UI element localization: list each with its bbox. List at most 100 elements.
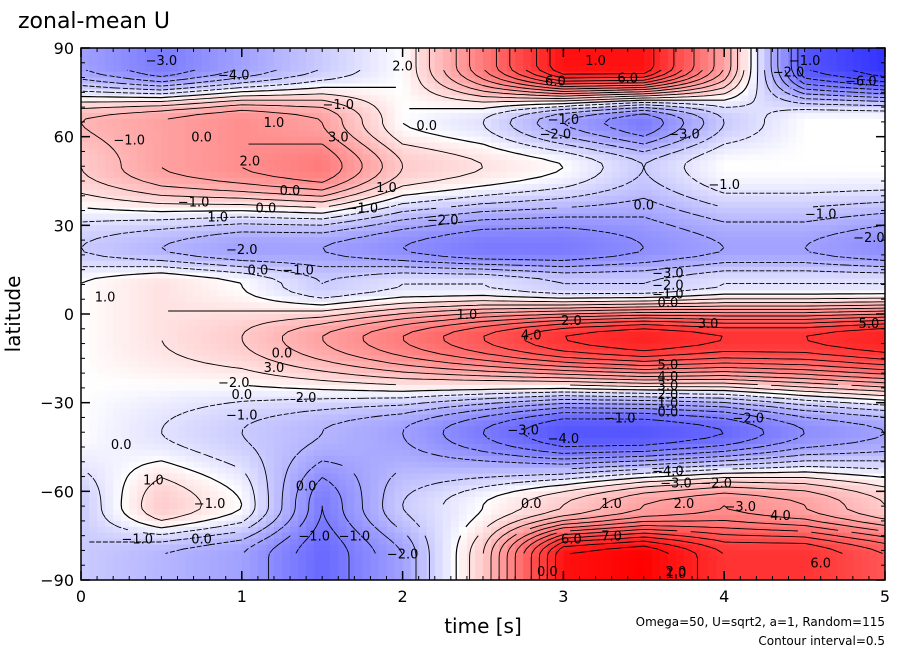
heatmap-cell xyxy=(515,101,524,108)
heatmap-cell xyxy=(185,254,195,262)
heatmap-cell xyxy=(748,130,757,138)
heatmap-cell xyxy=(724,195,733,203)
heatmap-cell xyxy=(161,201,171,209)
heatmap-cell xyxy=(531,266,540,274)
heatmap-cell xyxy=(796,237,806,244)
heatmap-cell xyxy=(796,136,806,144)
heatmap-cell xyxy=(523,77,532,85)
heatmap-cell xyxy=(700,201,709,209)
heatmap-cell xyxy=(523,160,532,167)
heatmap-cell xyxy=(836,118,846,126)
heatmap-cell xyxy=(860,77,870,85)
heatmap-cell xyxy=(716,254,725,262)
heatmap-cell xyxy=(346,59,355,67)
heatmap-cell xyxy=(555,148,564,155)
heatmap-cell xyxy=(273,219,283,226)
heatmap-cell xyxy=(836,189,846,197)
heatmap-cell xyxy=(362,172,372,179)
heatmap-cell xyxy=(282,130,291,138)
heatmap-cell xyxy=(499,59,508,67)
heatmap-cell xyxy=(298,195,307,203)
heatmap-cell xyxy=(458,314,468,321)
heatmap-cell xyxy=(491,325,500,333)
heatmap-cell xyxy=(298,107,307,114)
heatmap-cell xyxy=(876,243,885,250)
heatmap-cell xyxy=(338,48,347,55)
heatmap-field xyxy=(81,48,885,580)
heatmap-cell xyxy=(193,189,203,197)
heatmap-cell xyxy=(370,71,380,79)
heatmap-cell xyxy=(700,302,709,309)
heatmap-cell xyxy=(257,183,267,191)
heatmap-cell xyxy=(129,314,138,321)
heatmap-cell xyxy=(105,124,114,132)
heatmap-cell xyxy=(442,237,452,244)
heatmap-cell xyxy=(466,83,476,90)
heatmap-cell xyxy=(860,272,870,280)
heatmap-cell xyxy=(137,260,146,268)
heatmap-cell xyxy=(507,195,516,203)
heatmap-cell xyxy=(820,325,830,333)
heatmap-cell xyxy=(298,213,307,221)
heatmap-cell xyxy=(474,237,484,244)
heatmap-cell xyxy=(828,172,838,179)
heatmap-cell xyxy=(732,231,741,238)
heatmap-cell xyxy=(201,118,211,126)
heatmap-cell xyxy=(852,101,862,108)
heatmap-cell xyxy=(129,118,138,126)
heatmap-cell xyxy=(724,272,733,280)
heatmap-cell xyxy=(491,213,500,221)
heatmap-cell xyxy=(466,260,476,268)
heatmap-cell xyxy=(362,248,372,256)
heatmap-cell xyxy=(716,325,725,333)
heatmap-cell xyxy=(105,195,114,203)
heatmap-cell xyxy=(426,219,436,226)
heatmap-cell xyxy=(217,260,227,268)
heatmap-cell xyxy=(402,331,412,339)
heatmap-cell xyxy=(161,113,171,120)
heatmap-cell xyxy=(298,207,307,215)
heatmap-cell xyxy=(579,325,589,333)
heatmap-cell xyxy=(97,213,106,221)
heatmap-cell xyxy=(579,113,589,120)
heatmap-cell xyxy=(314,118,323,126)
heatmap-cell xyxy=(491,272,500,280)
heatmap-cell xyxy=(523,124,532,132)
heatmap-cell xyxy=(611,266,621,274)
heatmap-cell xyxy=(820,83,830,90)
heatmap-cell xyxy=(659,278,669,286)
heatmap-cell xyxy=(442,142,452,150)
heatmap-cell xyxy=(627,337,637,345)
heatmap-cell xyxy=(458,124,468,132)
heatmap-cell xyxy=(555,113,564,120)
heatmap-cell xyxy=(322,195,331,203)
heatmap-cell xyxy=(507,160,516,167)
heatmap-cell xyxy=(611,302,621,309)
heatmap-cell xyxy=(209,278,219,286)
heatmap-cell xyxy=(394,219,404,226)
heatmap-cell xyxy=(667,266,677,274)
heatmap-cell xyxy=(788,284,798,291)
heatmap-cell xyxy=(780,296,790,303)
heatmap-cell xyxy=(290,118,299,126)
heatmap-cell xyxy=(587,148,597,155)
heatmap-cell xyxy=(531,272,540,280)
heatmap-cell xyxy=(265,95,275,102)
heatmap-cell xyxy=(338,178,347,185)
heatmap-cell xyxy=(458,160,468,167)
heatmap-cell xyxy=(450,314,460,321)
heatmap-cell xyxy=(338,260,347,268)
heatmap-cell xyxy=(153,248,162,256)
heatmap-cell xyxy=(836,71,846,79)
heatmap-cell xyxy=(692,118,701,126)
heatmap-cell xyxy=(249,219,259,226)
heatmap-cell xyxy=(692,148,701,155)
heatmap-cell xyxy=(201,278,211,286)
heatmap-cell xyxy=(515,142,524,150)
heatmap-cell xyxy=(113,278,122,286)
heatmap-cell xyxy=(442,95,452,102)
heatmap-cell xyxy=(684,178,693,185)
heatmap-cell xyxy=(724,337,733,345)
heatmap-cell xyxy=(764,183,774,191)
heatmap-cell xyxy=(153,207,162,215)
